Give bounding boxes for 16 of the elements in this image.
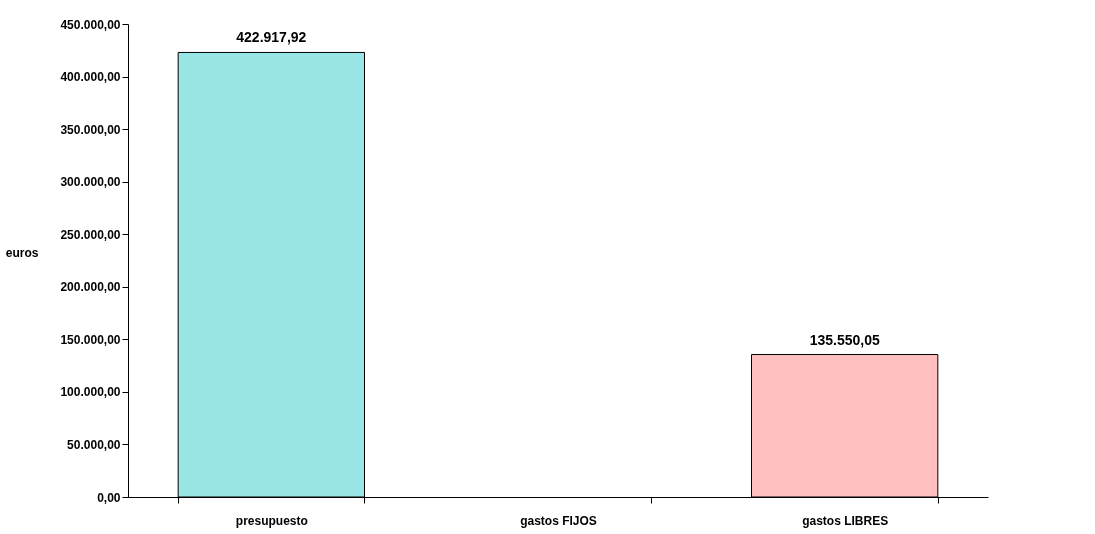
data-label: 135.550,05 [809, 331, 880, 348]
y-tick-label: 350.000,00 [60, 122, 121, 137]
x-tick-label: gastos LIBRES [802, 513, 889, 528]
y-tick-label: 0,00 [97, 490, 121, 505]
data-label: 422.917,92 [236, 29, 307, 46]
y-tick-label: 50.000,00 [67, 437, 121, 452]
y-tick-label: 200.000,00 [60, 280, 121, 295]
y-tick-label: 250.000,00 [60, 227, 121, 242]
y-tick-label: 150.000,00 [60, 332, 121, 347]
y-axis-title: euros [5, 245, 39, 260]
x-tick-label: presupuesto [235, 513, 308, 528]
y-tick-label: 450.000,00 [60, 17, 121, 32]
x-tick-label: gastos FIJOS [520, 513, 597, 528]
y-tick-label: 400.000,00 [60, 70, 121, 85]
y-tick-label: 300.000,00 [60, 175, 121, 190]
y-tick-label: 100.000,00 [60, 385, 121, 400]
